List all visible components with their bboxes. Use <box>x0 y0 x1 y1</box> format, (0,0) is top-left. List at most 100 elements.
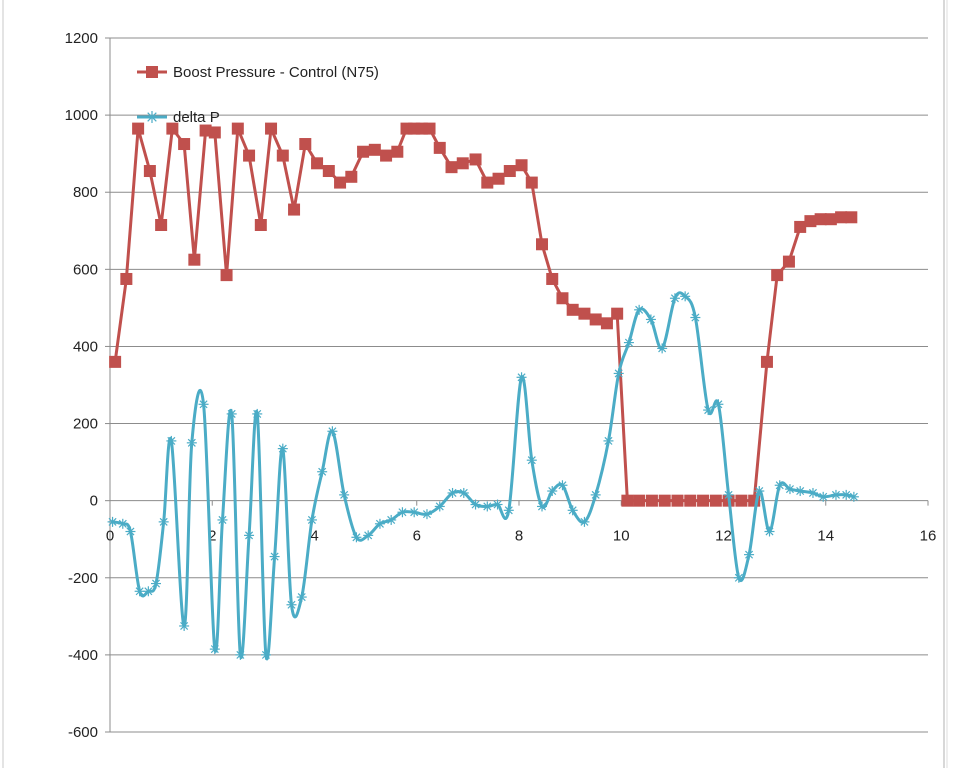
data-point <box>848 491 859 502</box>
data-point <box>334 176 347 189</box>
data-point <box>421 509 432 520</box>
data-point <box>134 586 145 597</box>
data-point <box>296 592 307 603</box>
y-tick-label: 800 <box>73 184 98 201</box>
data-point <box>469 153 482 166</box>
x-tick-label: 6 <box>413 528 421 545</box>
x-tick-label: 2 <box>208 528 216 545</box>
data-point <box>845 211 858 224</box>
gridlines <box>110 37 928 733</box>
data-point <box>244 530 255 541</box>
data-point <box>611 307 624 320</box>
data-point <box>603 435 614 446</box>
data-point <box>277 443 288 454</box>
data-point <box>771 269 784 282</box>
data-point <box>327 426 338 437</box>
data-point <box>226 408 237 419</box>
data-point <box>621 494 634 507</box>
data-point <box>345 170 358 183</box>
data-point <box>633 494 646 507</box>
data-point <box>744 549 755 560</box>
data-point <box>578 307 591 320</box>
data-point <box>357 145 370 158</box>
data-point <box>566 303 579 316</box>
legend-label-delta-p: delta P <box>173 109 220 126</box>
data-point <box>397 507 408 518</box>
y-tick-label: -600 <box>68 724 98 741</box>
data-point <box>600 317 613 330</box>
legend-asterisk <box>146 111 158 123</box>
data-point <box>634 304 645 315</box>
data-point <box>482 501 493 512</box>
x-tick-label: 10 <box>613 528 630 545</box>
x-tick-label: 12 <box>715 528 732 545</box>
data-point <box>669 293 680 304</box>
legend: Boost Pressure - Control (N75) delta P <box>137 64 379 126</box>
data-point <box>178 138 191 151</box>
data-point <box>235 649 246 660</box>
data-point <box>807 487 818 498</box>
data-point <box>265 122 278 135</box>
data-point <box>391 145 404 158</box>
y-tick-label: 0 <box>90 493 98 510</box>
data-point <box>556 292 569 305</box>
data-point <box>481 176 494 189</box>
data-point <box>657 343 668 354</box>
data-point <box>733 572 744 583</box>
data-point <box>125 526 136 537</box>
data-point <box>107 516 118 527</box>
data-point <box>386 514 397 525</box>
data-point <box>516 372 527 383</box>
data-point <box>782 255 795 268</box>
data-point <box>824 213 837 226</box>
data-point <box>132 122 145 135</box>
data-point <box>260 649 271 660</box>
data-point <box>774 480 785 491</box>
data-point <box>434 501 445 512</box>
data-point <box>536 238 549 251</box>
data-point <box>188 253 201 266</box>
data-point <box>254 218 267 231</box>
data-point <box>276 149 289 162</box>
data-point <box>199 124 212 137</box>
data-point <box>492 499 503 510</box>
data-point <box>231 122 244 135</box>
data-point <box>794 220 807 233</box>
data-point <box>795 486 806 497</box>
data-point <box>658 494 671 507</box>
data-point <box>447 487 458 498</box>
data-point <box>697 494 710 507</box>
data-point <box>684 494 697 507</box>
data-point <box>547 486 558 497</box>
data-point <box>830 489 841 500</box>
legend-label-boost-pressure: Boost Pressure - Control (N75) <box>173 64 379 81</box>
data-point <box>166 435 177 446</box>
x-tick-label: 14 <box>817 528 834 545</box>
data-point <box>515 159 528 172</box>
data-point <box>120 272 133 285</box>
data-point <box>503 505 514 516</box>
data-point <box>764 526 775 537</box>
data-point <box>317 466 328 477</box>
data-point <box>613 368 624 379</box>
data-point <box>423 122 436 135</box>
legend-swatch-marker <box>146 111 158 123</box>
legend-swatch-marker <box>146 66 158 78</box>
data-point <box>155 218 168 231</box>
data-point <box>339 489 350 500</box>
data-point <box>645 494 658 507</box>
data-point <box>470 499 481 510</box>
data-point <box>368 143 381 156</box>
data-point <box>409 507 420 518</box>
data-point <box>311 157 324 170</box>
data-point <box>690 312 701 323</box>
data-point <box>143 586 154 597</box>
y-tick-label: 600 <box>73 261 98 278</box>
data-point <box>374 518 385 529</box>
data-point <box>433 141 446 154</box>
data-point <box>537 501 548 512</box>
data-point <box>645 314 656 325</box>
data-point <box>143 165 156 178</box>
